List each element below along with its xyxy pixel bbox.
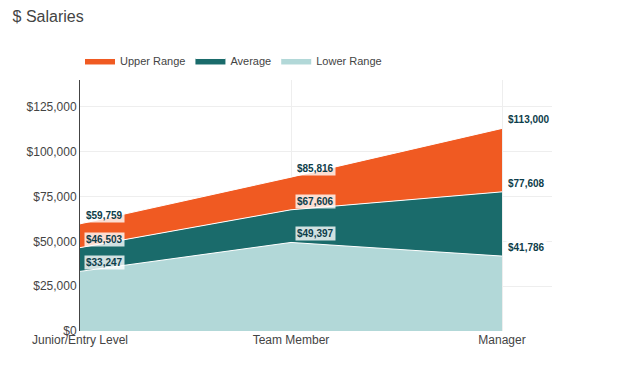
svg-text:$49,397: $49,397 (297, 228, 334, 239)
svg-text:$85,816: $85,816 (297, 163, 334, 174)
svg-text:$67,606: $67,606 (297, 196, 334, 207)
svg-text:$59,759: $59,759 (86, 210, 123, 221)
svg-text:$41,786: $41,786 (508, 242, 545, 253)
svg-text:Average: Average (230, 55, 271, 67)
svg-text:$33,247: $33,247 (86, 257, 123, 268)
svg-text:$75,000: $75,000 (33, 190, 77, 204)
svg-text:$46,503: $46,503 (86, 234, 123, 245)
svg-text:$77,608: $77,608 (508, 178, 545, 189)
svg-text:Manager: Manager (478, 333, 525, 347)
svg-text:$50,000: $50,000 (33, 235, 77, 249)
svg-text:Upper Range: Upper Range (120, 55, 185, 67)
svg-text:$113,000: $113,000 (508, 114, 550, 125)
svg-text:$125,000: $125,000 (27, 100, 77, 114)
svg-text:Lower Range: Lower Range (316, 55, 381, 67)
svg-text:Team Member: Team Member (253, 333, 330, 347)
svg-text:$25,000: $25,000 (33, 279, 77, 293)
svg-text:$100,000: $100,000 (27, 145, 77, 159)
svg-text:$ Salaries: $ Salaries (13, 8, 84, 25)
svg-text:Junior/Entry Level: Junior/Entry Level (32, 333, 128, 347)
svg-text:$0: $0 (63, 324, 77, 338)
